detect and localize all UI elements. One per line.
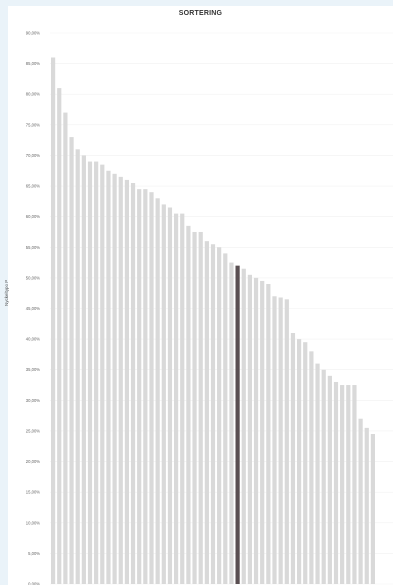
y-tick-label: 15,00% (26, 490, 40, 495)
bar[interactable] (217, 247, 222, 584)
bar[interactable] (155, 198, 160, 585)
bar[interactable] (321, 369, 326, 584)
y-tick-label: 30,00% (26, 398, 40, 403)
bar[interactable] (303, 342, 308, 584)
y-tick-label: 0,00% (28, 582, 40, 585)
bar[interactable] (210, 244, 216, 584)
bars (51, 57, 375, 585)
bar[interactable] (192, 231, 197, 584)
bar[interactable] (333, 381, 339, 584)
bar[interactable] (229, 262, 234, 584)
y-tick-label: 55,00% (26, 245, 40, 250)
highlighted-bar[interactable] (235, 265, 240, 584)
y-tick-label: 50,00% (26, 275, 40, 280)
bar[interactable] (241, 268, 246, 584)
bar[interactable] (370, 434, 375, 584)
bar[interactable] (124, 179, 129, 584)
bar[interactable] (63, 112, 68, 584)
bar[interactable] (69, 137, 74, 584)
bar[interactable] (137, 189, 142, 584)
y-tick-labels: 0,00% 5,00% 10,00% 15,00% 20,00% 25,00% 30,00%… (26, 31, 40, 585)
bar[interactable] (260, 280, 265, 584)
y-tick-label: 75,00% (26, 122, 40, 127)
y-tick-label: 85,00% (26, 61, 40, 66)
bar[interactable] (100, 164, 105, 584)
y-tick-label: 70,00% (26, 153, 40, 158)
chart-title: SORTERING (178, 10, 223, 17)
bar[interactable] (266, 284, 271, 584)
bar[interactable] (364, 427, 369, 584)
bar[interactable] (272, 296, 277, 584)
y-tick-label: 60,00% (26, 214, 40, 219)
bar[interactable] (290, 332, 296, 584)
bar[interactable] (204, 241, 209, 584)
bar[interactable] (149, 192, 154, 584)
bar-chart: 0,00% 5,00% 10,00% 15,00% 20,00% 25,00% 30,00%… (26, 31, 393, 585)
bar[interactable] (87, 161, 93, 584)
y-tick-label: 20,00% (26, 459, 40, 464)
y-tick-label: 80,00% (26, 92, 40, 97)
bar[interactable] (297, 339, 302, 584)
bar[interactable] (81, 155, 86, 584)
chart-panel: SORTERING Nyckeltypo P 0,00% 5,00% 10,00% 1… (4, 6, 393, 585)
bar[interactable] (180, 213, 185, 585)
bar[interactable] (186, 225, 191, 584)
y-tick-label: 10,00% (26, 520, 40, 525)
y-tick-label: 45,00% (26, 306, 40, 311)
y-tick-label: 65,00% (26, 184, 40, 189)
bar[interactable] (253, 277, 259, 584)
y-tick-label: 5,00% (28, 551, 40, 556)
bar[interactable] (247, 274, 252, 584)
bar[interactable] (340, 385, 345, 584)
y-tick-label: 40,00% (26, 337, 40, 342)
bar[interactable] (174, 213, 179, 585)
y-tick-label: 35,00% (26, 367, 40, 372)
bar[interactable] (130, 182, 136, 585)
bar[interactable] (51, 57, 56, 585)
bar[interactable] (75, 149, 80, 584)
bar[interactable] (315, 363, 320, 584)
bar[interactable] (346, 385, 351, 584)
bar[interactable] (57, 88, 62, 584)
bar[interactable] (118, 176, 123, 584)
bar[interactable] (198, 231, 203, 584)
bar[interactable] (161, 204, 166, 585)
bar[interactable] (309, 351, 314, 584)
bar[interactable] (358, 418, 363, 584)
bar[interactable] (167, 207, 173, 585)
bar[interactable] (284, 299, 289, 584)
y-tick-label: 90,00% (26, 31, 40, 36)
bar[interactable] (223, 253, 228, 584)
bar[interactable] (94, 161, 99, 584)
y-tick-label: 25,00% (26, 428, 40, 433)
bar[interactable] (278, 297, 283, 584)
bar[interactable] (352, 385, 357, 584)
bar[interactable] (327, 375, 332, 584)
bar[interactable] (106, 170, 111, 584)
bar[interactable] (143, 189, 148, 584)
bar[interactable] (112, 173, 117, 584)
